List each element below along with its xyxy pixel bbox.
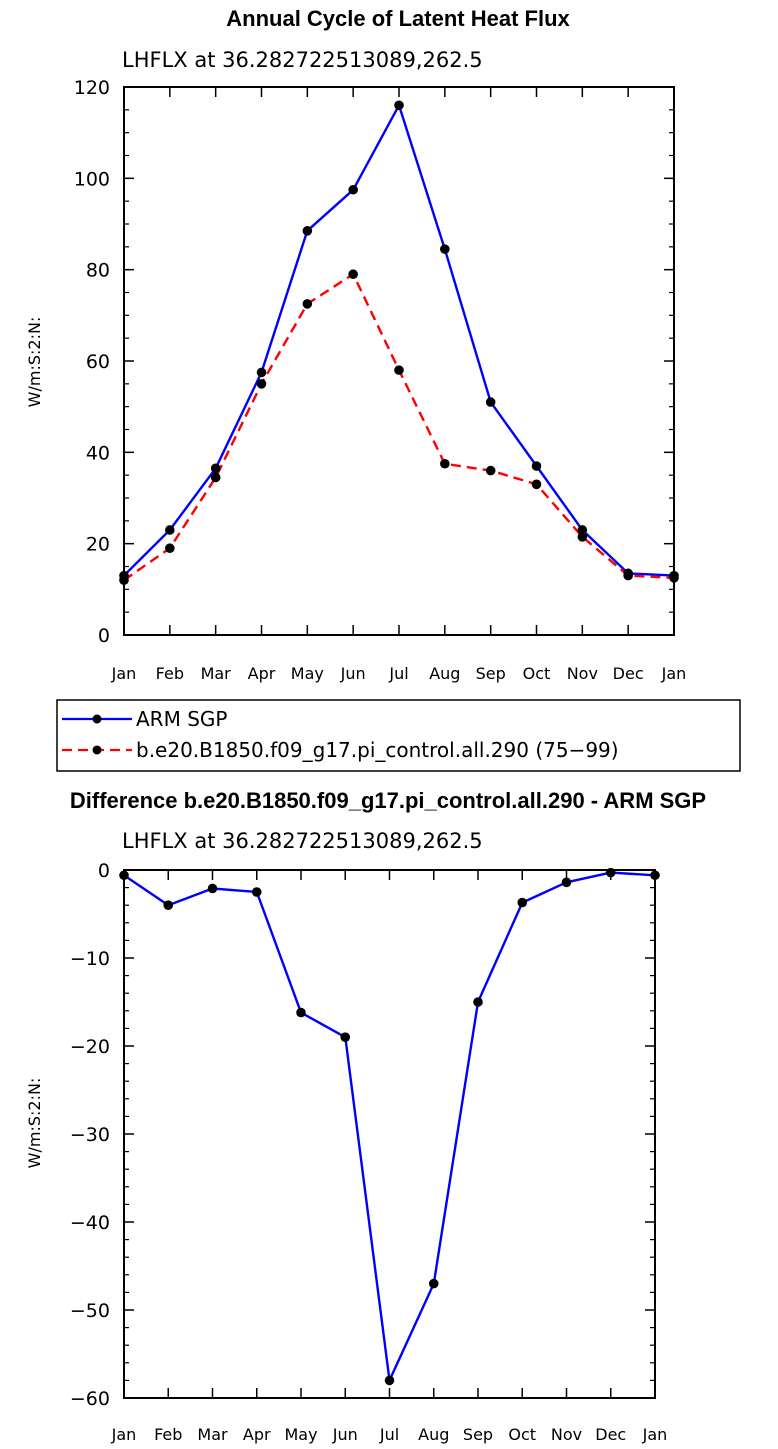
bottom-y-axis-label: W/m:S:2:N: <box>25 1078 44 1169</box>
bottom-series-0-point <box>561 877 572 888</box>
bottom-xtick-label: Aug <box>418 1425 449 1444</box>
top-series-1-point <box>531 479 542 490</box>
top-xtick-label: Feb <box>156 664 184 683</box>
bottom-series-0-point <box>207 883 218 894</box>
top-series-0-point <box>394 100 404 111</box>
bottom-series-0-point <box>517 897 528 908</box>
bottom-ytick-label: 0 <box>98 860 110 882</box>
top-series-line-0 <box>123 104 675 577</box>
top-xtick-label: Jul <box>388 664 408 683</box>
top-series-0-point <box>302 226 313 236</box>
bottom-chart-subtitle: LHFLX at 36.282722513089,262.5 <box>122 829 483 853</box>
top-ytick-label: 60 <box>86 351 110 373</box>
top-series-0-point <box>485 397 496 407</box>
top-tick-labels: 0 20 40 60 80 100 120 Jan Feb Mar Apr May Jun Jul Aug S… <box>74 77 687 683</box>
top-series-0-point <box>348 184 358 195</box>
bottom-panel: Difference b.e20.B1850.f09_g17.pi_contro… <box>25 788 706 1444</box>
top-ytick-label: 120 <box>74 77 110 99</box>
bottom-series-0-point <box>340 1032 351 1042</box>
top-ytick-label: 80 <box>86 260 110 282</box>
top-series-1-point <box>394 365 404 375</box>
top-xtick-label: Sep <box>476 664 506 683</box>
legend-box <box>56 699 741 772</box>
bottom-ytick-label: −40 <box>70 1212 110 1234</box>
legend-label-arm-sgp: ARM SGP <box>136 707 227 731</box>
bottom-series-0-point <box>428 1278 439 1289</box>
bottom-series-line-0 <box>123 871 656 1382</box>
top-ytick-label: 40 <box>86 442 110 464</box>
bottom-series-0-point <box>296 1007 306 1018</box>
bottom-ytick-label: −10 <box>70 948 110 970</box>
bottom-xtick-label: Jul <box>379 1425 399 1444</box>
bottom-xtick-label: Dec <box>595 1425 626 1444</box>
top-series-1-point <box>577 532 588 542</box>
bottom-xtick-label: Sep <box>463 1425 493 1444</box>
bottom-series-0-point <box>163 900 174 910</box>
top-series-0-point <box>577 525 588 535</box>
bottom-xtick-label: Oct <box>508 1425 536 1444</box>
bottom-axes <box>123 869 656 1399</box>
bottom-xtick-label: May <box>284 1425 317 1444</box>
top-ytick-label: 100 <box>74 168 110 190</box>
top-xtick-label: Jun <box>340 664 366 683</box>
bottom-series-0-point <box>384 1375 395 1386</box>
top-xtick-label: May <box>291 664 324 683</box>
top-series-1-point <box>485 465 496 476</box>
bottom-xtick-label: Jan <box>642 1425 668 1444</box>
top-xtick-label: Jan <box>661 664 687 683</box>
bottom-chart-title: Difference b.e20.B1850.f09_g17.pi_contro… <box>70 788 706 813</box>
top-xtick-label: Nov <box>567 664 598 683</box>
top-panel: Annual Cycle of Latent Heat Flux LHFLX a… <box>25 6 686 683</box>
bottom-series-layer <box>119 867 660 1386</box>
top-series-layer <box>119 100 679 585</box>
bottom-xtick-label: Feb <box>154 1425 182 1444</box>
top-ytick-label: 20 <box>86 534 110 556</box>
bottom-ytick-label: −20 <box>70 1036 110 1058</box>
bottom-series-0-point <box>473 997 483 1007</box>
top-series-1-point <box>348 269 358 280</box>
top-xtick-label: Oct <box>523 664 551 683</box>
top-xtick-label: Apr <box>248 664 276 683</box>
bottom-plot-frame <box>123 869 656 1399</box>
top-ytick-label: 0 <box>98 625 110 647</box>
bottom-xtick-label: Nov <box>551 1425 582 1444</box>
top-series-1-point <box>623 570 633 581</box>
top-chart-subtitle: LHFLX at 36.282722513089,262.5 <box>122 48 483 72</box>
legend-marker-model <box>92 745 102 755</box>
top-series-0-point <box>440 244 450 254</box>
top-xtick-label: Aug <box>429 664 460 683</box>
top-series-0-point <box>531 461 542 471</box>
top-series-0-point <box>256 367 267 378</box>
legend-marker-arm-sgp <box>92 714 102 724</box>
top-y-axis-label: W/m:S:2:N: <box>25 317 44 408</box>
bottom-xtick-label: Jan <box>111 1425 137 1444</box>
top-series-1-point <box>440 458 450 469</box>
top-xtick-label: Mar <box>201 664 232 683</box>
top-series-1-point <box>165 543 175 554</box>
top-series-0-point <box>210 463 221 474</box>
top-plot-frame <box>123 86 675 636</box>
top-series-1-point <box>302 299 313 309</box>
top-series-1-point <box>210 472 221 483</box>
top-xtick-label: Dec <box>613 664 644 683</box>
bottom-xtick-label: Mar <box>197 1425 228 1444</box>
top-series-0-point <box>165 525 175 535</box>
legend-label-model: b.e20.B1850.f09_g17.pi_control.all.290 (… <box>136 738 619 762</box>
legend: ARM SGP b.e20.B1850.f09_g17.pi_control.a… <box>56 699 741 772</box>
top-series-1-point <box>256 379 267 389</box>
top-axes <box>123 86 675 636</box>
bottom-series-0-point <box>251 887 262 897</box>
bottom-ytick-label: −50 <box>70 1300 110 1322</box>
bottom-ytick-label: −30 <box>70 1124 110 1146</box>
bottom-ytick-label: −60 <box>70 1388 110 1410</box>
top-xtick-label: Jan <box>111 664 137 683</box>
top-chart-title: Annual Cycle of Latent Heat Flux <box>226 6 570 31</box>
bottom-tick-labels: −60 −50 −40 −30 −20 −10 0 Jan Feb Mar Apr May Jun Jul… <box>70 860 667 1444</box>
bottom-xtick-label: Jun <box>332 1425 358 1444</box>
top-series-line-1 <box>123 273 675 582</box>
bottom-xtick-label: Apr <box>243 1425 271 1444</box>
